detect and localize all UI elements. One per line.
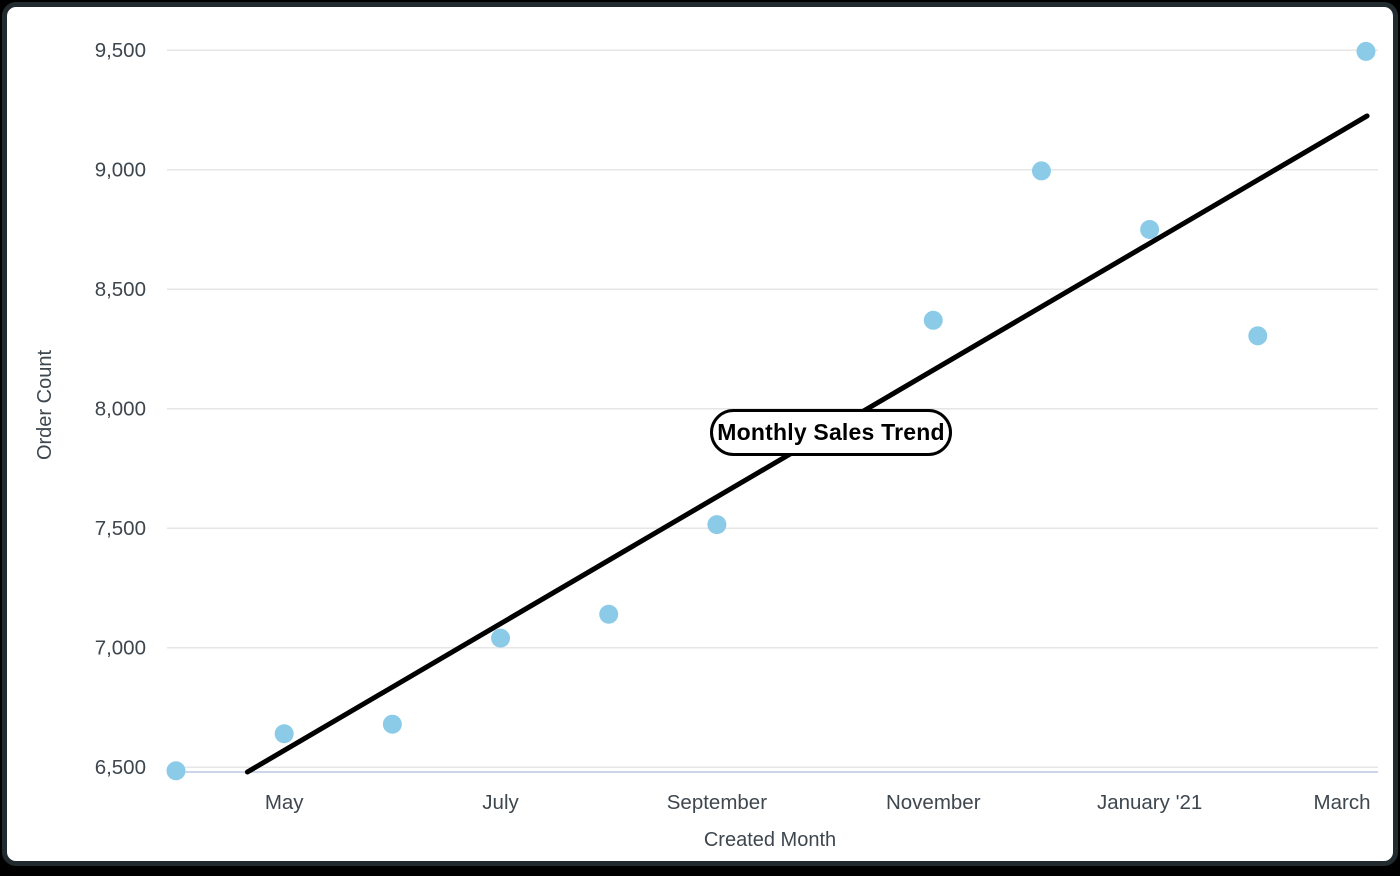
scatter-point[interactable]	[274, 724, 294, 744]
x-axis-title: Created Month	[703, 829, 837, 851]
scatter-point[interactable]	[599, 604, 619, 624]
x-tick-label: September	[667, 791, 767, 814]
trend-annotation-pill[interactable]: Monthly Sales Trend	[710, 409, 952, 456]
scatter-point[interactable]	[382, 714, 402, 734]
scatter-point[interactable]	[707, 515, 727, 535]
y-tick-label: 8,500	[95, 278, 146, 301]
scatter-point[interactable]	[491, 628, 511, 648]
trend-annotation-label: Monthly Sales Trend	[717, 419, 945, 445]
x-tick-label: July	[482, 791, 519, 814]
scatter-point[interactable]	[1356, 41, 1376, 61]
y-tick-label: 7,000	[95, 637, 146, 660]
x-tick-label: May	[265, 791, 304, 814]
y-tick-label: 6,500	[95, 756, 146, 779]
x-tick-label: March	[1314, 791, 1371, 814]
scatter-point[interactable]	[166, 761, 186, 781]
scatter-point[interactable]	[923, 310, 943, 330]
y-tick-label: 9,500	[95, 39, 146, 62]
y-tick-label: 9,000	[95, 159, 146, 182]
scatter-point[interactable]	[1140, 219, 1160, 239]
x-tick-label: November	[886, 791, 981, 814]
y-axis-title: Order Count	[34, 349, 56, 461]
y-tick-label: 7,500	[95, 517, 146, 540]
scatter-point[interactable]	[1031, 161, 1051, 181]
scatter-point[interactable]	[1248, 326, 1268, 346]
y-tick-label: 8,000	[95, 398, 146, 421]
x-tick-label: January '21	[1097, 791, 1202, 814]
